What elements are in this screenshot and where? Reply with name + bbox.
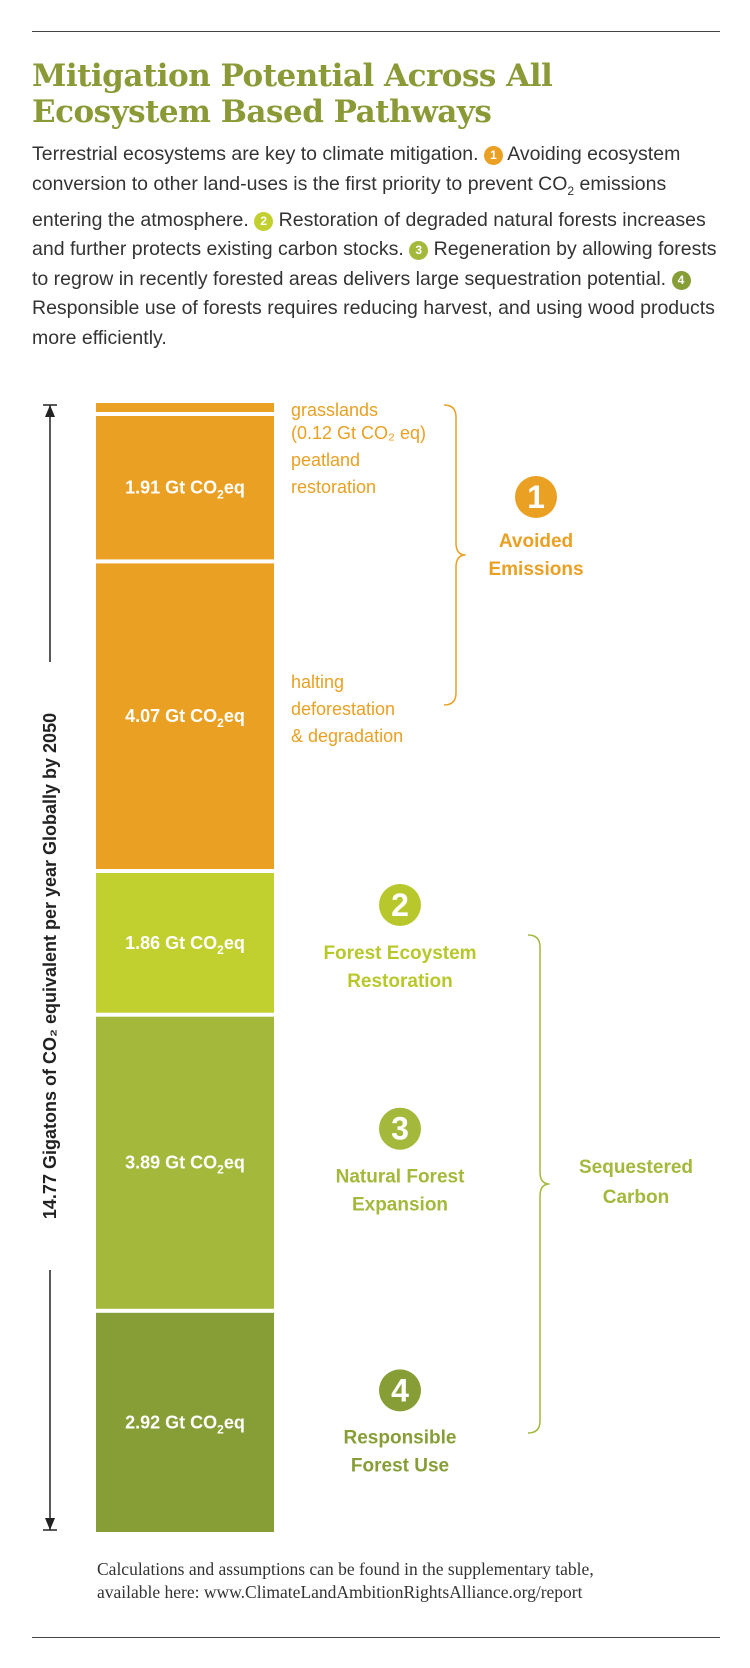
group-number-4: 4 xyxy=(391,1372,409,1408)
total-axis: 14.77 Gigatons of CO₂ equivalent per yea… xyxy=(40,404,60,1531)
group-label-1-0: Avoided xyxy=(499,531,573,552)
group-number-1: 1 xyxy=(527,479,545,515)
avoided-emissions-bracket xyxy=(443,404,466,706)
intro-text-6: Responsible use of forests requires redu… xyxy=(32,297,715,349)
bar-peatland xyxy=(96,416,274,560)
sequestered-carbon-label-line-1: Sequestered xyxy=(579,1157,693,1178)
intro-paragraph: Terrestrial ecosystems are key to climat… xyxy=(32,140,722,353)
title-line-2: Ecosystem Based Pathways xyxy=(32,94,492,130)
side-label-deforestation-0: halting xyxy=(291,672,344,692)
group-number-2: 2 xyxy=(391,887,409,923)
group-label-1-1: Emissions xyxy=(488,559,583,580)
group-number-circle-2 xyxy=(379,884,421,926)
intro-text-1: Terrestrial ecosystems are key to climat… xyxy=(32,143,484,165)
intro-number-4: 4 xyxy=(671,270,691,290)
side-label-peatland-1: restoration xyxy=(291,477,376,497)
bar-label-forest-use: 2.92 Gt CO2eq xyxy=(125,1412,245,1436)
intro-text-2: Avoiding ecosystem conversion to other l… xyxy=(32,143,681,195)
axis-arrow-down xyxy=(45,1518,55,1530)
bars xyxy=(96,403,274,1532)
intro-text-3: emissions entering the atmosphere. xyxy=(32,172,667,231)
side-label-peatland-0: peatland xyxy=(291,450,360,470)
bar-value-labels: 1.91 Gt CO2eq 4.07 Gt CO2eq 1.86 Gt CO2eq 3… xyxy=(125,478,245,1437)
bar-grasslands xyxy=(96,403,274,412)
bar-expansion xyxy=(96,1016,274,1309)
footnote: Calculations and assumptions can be foun… xyxy=(97,1558,717,1604)
intro-number-2: 2 xyxy=(254,211,274,231)
group-label-2-0: Forest Ecoystem xyxy=(323,943,476,964)
group-number-3: 3 xyxy=(391,1111,409,1147)
group-number-circle-4 xyxy=(379,1369,421,1412)
side-label-deforestation-2: & degradation xyxy=(291,726,403,746)
brackets xyxy=(443,404,550,1434)
bar-deforestation xyxy=(96,563,274,869)
group-label-4-0: Responsible xyxy=(344,1427,457,1448)
segment-side-labels: grasslands (0.12 Gt CO₂ eq) peatland restor… xyxy=(291,400,426,746)
axis-title: 14.77 Gigatons of CO₂ equivalent per yea… xyxy=(40,713,60,1219)
footnote-line-1: Calculations and assumptions can be foun… xyxy=(97,1559,594,1579)
group-label-3-0: Natural Forest xyxy=(336,1167,465,1188)
intro-text-4: Restoration of degraded natural forests … xyxy=(32,208,706,261)
group-label-3-1: Expansion xyxy=(352,1195,448,1216)
sequestered-carbon-bracket xyxy=(527,934,550,1434)
group-label-4-1: Forest Use xyxy=(351,1455,449,1476)
axis-arrow-up xyxy=(45,405,55,417)
side-label-deforestation-1: deforestation xyxy=(291,699,395,719)
sequestered-carbon-label-line-2: Carbon xyxy=(603,1187,670,1208)
bar-restoration xyxy=(96,873,274,1013)
intro-number-1: 1 xyxy=(483,146,503,165)
bar-label-peatland: 1.91 Gt CO2eq xyxy=(125,478,245,502)
bar-label-expansion: 3.89 Gt CO2eq xyxy=(125,1153,245,1177)
footnote-line-2: available here: www.ClimateLandAmbitionR… xyxy=(97,1582,583,1602)
top-rule xyxy=(32,31,720,32)
side-label-grasslands-1: (0.12 Gt CO₂ eq) xyxy=(291,423,426,443)
group-number-circle-3 xyxy=(379,1107,421,1150)
bar-label-restoration: 1.86 Gt CO2eq xyxy=(125,933,245,957)
intro-text-5: Regeneration by allowing forests to regr… xyxy=(32,238,717,290)
page-title: Mitigation Potential Across All Ecosyste… xyxy=(32,58,722,130)
intro-number-3: 3 xyxy=(409,241,429,261)
bottom-rule xyxy=(32,1637,720,1638)
bar-label-deforestation: 4.07 Gt CO2eq xyxy=(125,706,245,730)
group-number-circle-1 xyxy=(515,476,557,518)
bar-forest-use xyxy=(96,1312,274,1532)
side-label-grasslands-0: grasslands xyxy=(291,400,378,420)
intro-subscript: 2 xyxy=(567,183,575,198)
title-line-1: Mitigation Potential Across All xyxy=(32,58,553,94)
pathway-groups: 1 Avoided Emissions 2 Forest Ecoystem Restora… xyxy=(323,476,584,1476)
group-label-2-1: Restoration xyxy=(347,971,453,992)
